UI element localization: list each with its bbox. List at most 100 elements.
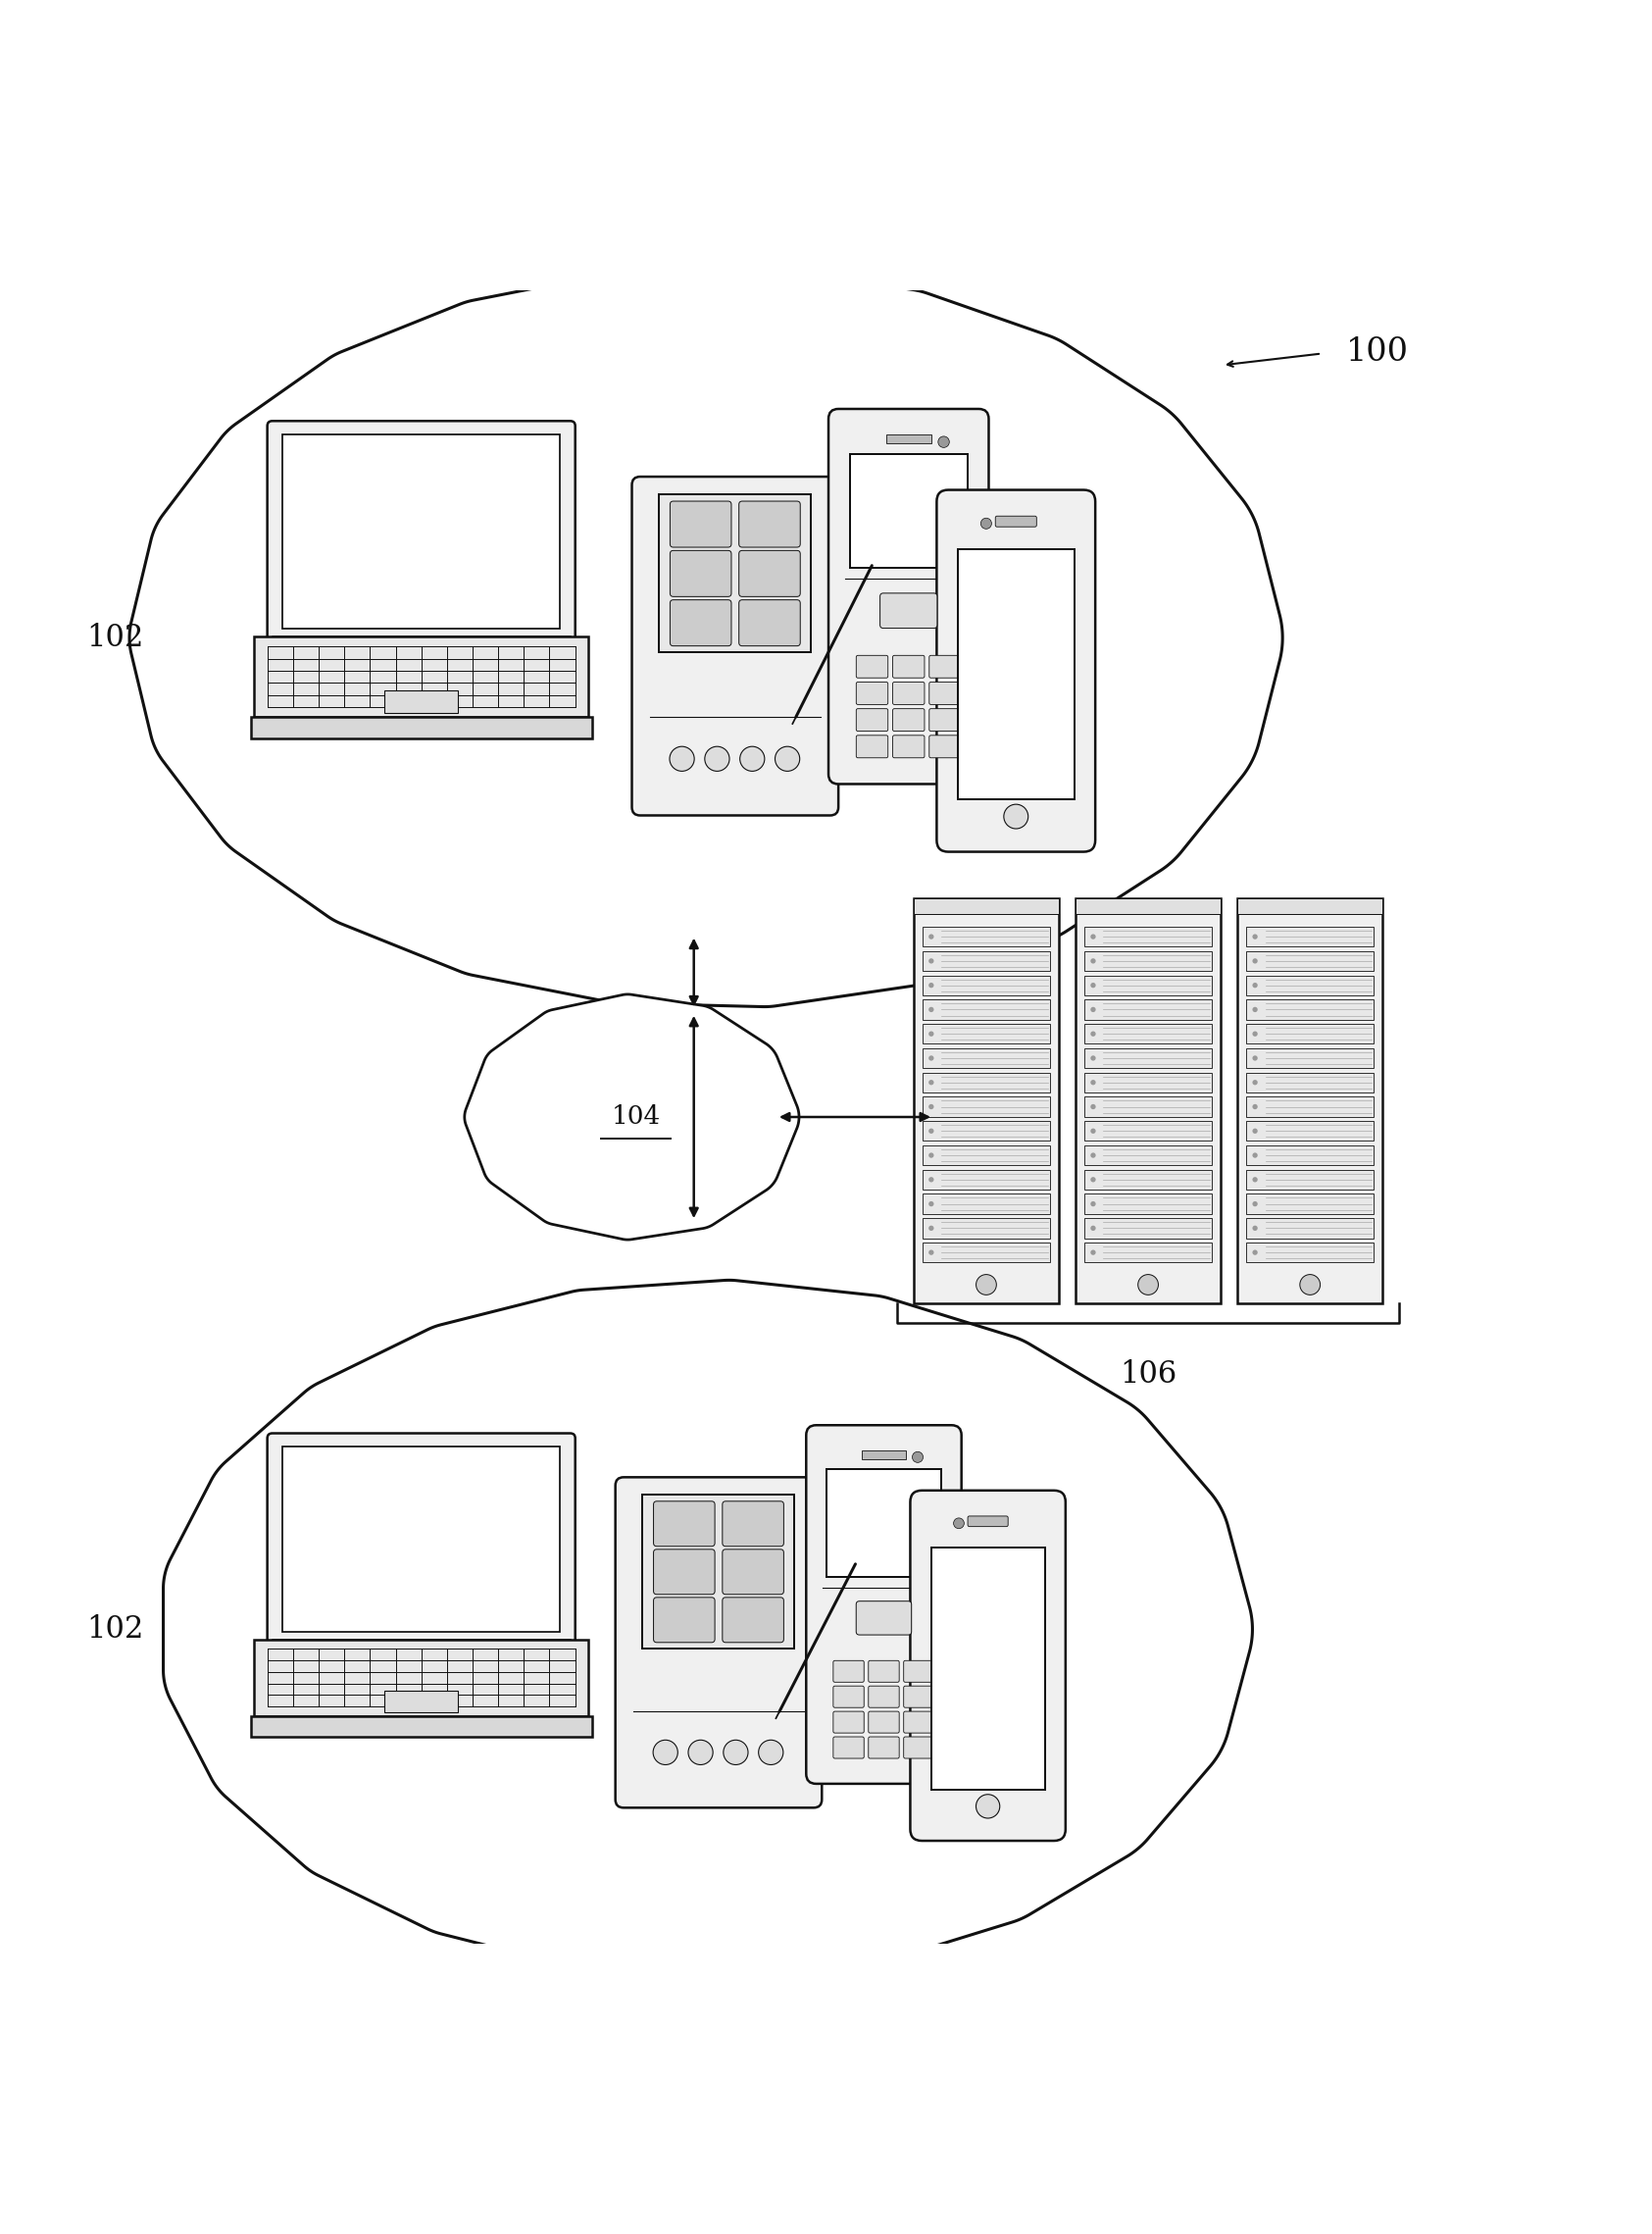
Bar (922, 999, 1051, 1019)
Circle shape (928, 983, 933, 987)
Circle shape (1252, 1153, 1257, 1157)
Bar (1237, 898, 1383, 1302)
Circle shape (1090, 958, 1095, 963)
FancyBboxPatch shape (833, 1687, 864, 1707)
Circle shape (1252, 1032, 1257, 1037)
Bar (254, 1640, 588, 1716)
Bar (922, 1048, 1051, 1068)
Bar (885, 436, 932, 445)
Bar (922, 927, 1051, 947)
Bar (922, 1121, 1051, 1142)
FancyBboxPatch shape (892, 655, 925, 677)
Circle shape (928, 1249, 933, 1256)
FancyBboxPatch shape (833, 1736, 864, 1758)
Bar (1246, 927, 1374, 947)
Bar (1084, 1048, 1213, 1068)
Circle shape (928, 1008, 933, 1012)
Bar (282, 433, 560, 628)
FancyBboxPatch shape (928, 655, 961, 677)
Bar (1084, 1097, 1213, 1117)
FancyBboxPatch shape (904, 1660, 935, 1682)
Bar (254, 637, 588, 717)
Bar (1084, 1171, 1213, 1188)
FancyBboxPatch shape (268, 420, 575, 641)
Bar (1246, 1048, 1374, 1068)
Bar (1246, 952, 1374, 972)
Circle shape (689, 1740, 714, 1765)
Text: 106: 106 (1120, 1358, 1176, 1390)
Circle shape (1004, 804, 1028, 829)
Circle shape (953, 1517, 965, 1528)
Bar (1084, 1218, 1213, 1238)
FancyBboxPatch shape (268, 1434, 575, 1644)
Circle shape (1252, 1177, 1257, 1182)
Circle shape (928, 1226, 933, 1231)
Bar (1084, 1072, 1213, 1092)
Circle shape (928, 1104, 933, 1110)
Polygon shape (164, 1280, 1252, 1979)
Circle shape (928, 1054, 933, 1061)
Circle shape (1252, 1249, 1257, 1256)
Bar (1084, 999, 1213, 1019)
Circle shape (1252, 983, 1257, 987)
Bar (922, 1023, 1051, 1043)
Circle shape (1252, 1008, 1257, 1012)
Bar (849, 454, 968, 567)
FancyBboxPatch shape (892, 681, 925, 704)
Bar (914, 898, 1059, 914)
FancyBboxPatch shape (869, 1736, 899, 1758)
Circle shape (1090, 1104, 1095, 1110)
Text: 104: 104 (611, 1106, 661, 1128)
Bar (1246, 1023, 1374, 1043)
Circle shape (1090, 1079, 1095, 1086)
Circle shape (1090, 1054, 1095, 1061)
Bar (643, 1495, 795, 1649)
Circle shape (928, 1079, 933, 1086)
Circle shape (705, 746, 730, 771)
FancyBboxPatch shape (738, 550, 800, 596)
Bar (922, 1146, 1051, 1166)
Circle shape (928, 958, 933, 963)
Bar (922, 1218, 1051, 1238)
Text: 102: 102 (86, 623, 144, 652)
Bar (1084, 1023, 1213, 1043)
Circle shape (928, 1177, 933, 1182)
Bar (922, 1072, 1051, 1092)
Circle shape (928, 1202, 933, 1206)
Circle shape (938, 436, 950, 447)
Bar (922, 952, 1051, 972)
FancyBboxPatch shape (869, 1687, 899, 1707)
Bar (1246, 1218, 1374, 1238)
Circle shape (653, 1740, 677, 1765)
Circle shape (1090, 1226, 1095, 1231)
Bar (1075, 898, 1221, 914)
Circle shape (928, 1032, 933, 1037)
Bar (1246, 1072, 1374, 1092)
FancyBboxPatch shape (869, 1711, 899, 1734)
Bar (1084, 1146, 1213, 1166)
FancyBboxPatch shape (654, 1501, 715, 1546)
Bar (932, 1548, 1044, 1789)
Circle shape (981, 518, 991, 529)
Bar (862, 1450, 905, 1459)
Circle shape (1090, 934, 1095, 938)
Circle shape (1252, 958, 1257, 963)
Circle shape (1090, 1249, 1095, 1256)
Circle shape (740, 746, 765, 771)
Circle shape (928, 1153, 933, 1157)
Bar (1246, 1171, 1374, 1188)
Bar (1246, 1242, 1374, 1262)
Bar (922, 1097, 1051, 1117)
FancyBboxPatch shape (904, 1736, 935, 1758)
FancyBboxPatch shape (615, 1477, 823, 1807)
Circle shape (928, 934, 933, 938)
Bar (922, 1242, 1051, 1262)
Circle shape (1300, 1276, 1320, 1296)
FancyBboxPatch shape (722, 1597, 783, 1642)
Circle shape (1252, 1079, 1257, 1086)
FancyBboxPatch shape (806, 1425, 961, 1783)
Polygon shape (464, 994, 800, 1240)
FancyBboxPatch shape (738, 601, 800, 646)
FancyBboxPatch shape (654, 1550, 715, 1595)
Bar (1075, 898, 1221, 1302)
